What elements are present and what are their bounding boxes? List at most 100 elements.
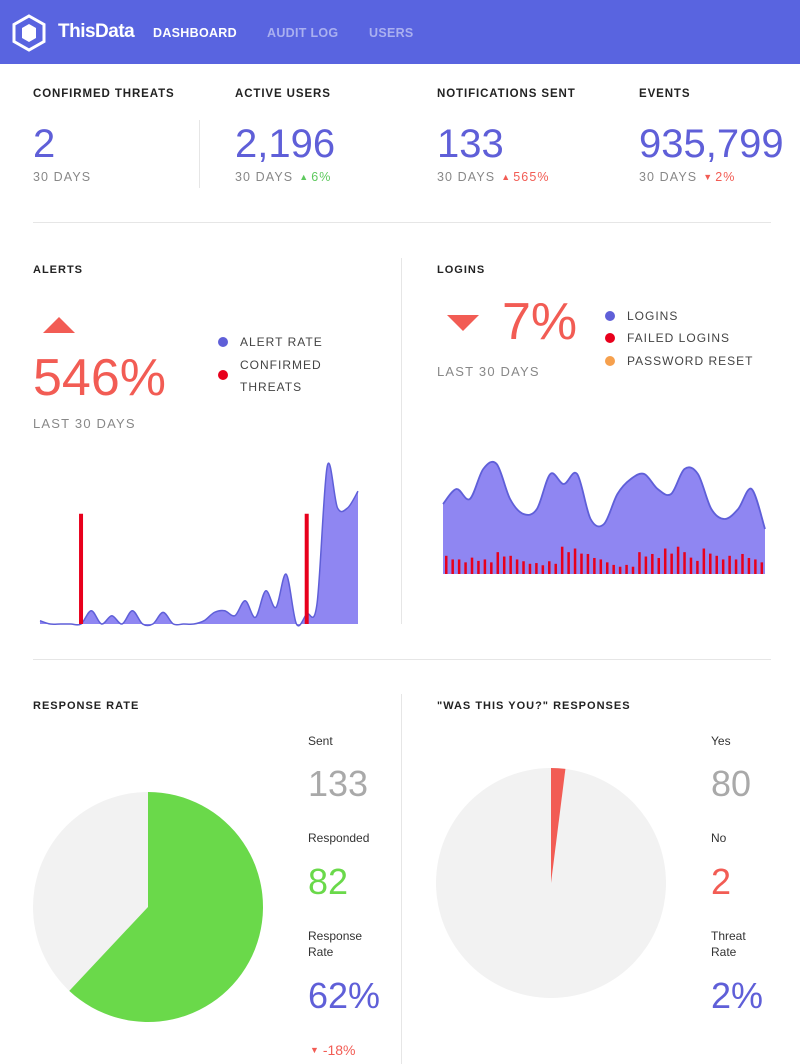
failed-logins-bar: [515, 559, 519, 574]
triangle-up-icon: ▲: [299, 172, 310, 182]
alert-rate-area: [40, 463, 358, 626]
active-users-value: 2,196: [235, 122, 336, 166]
failed-logins-bar: [618, 566, 622, 574]
threat-rate-label-1: Threat: [711, 929, 746, 943]
events-change: 2%: [715, 170, 736, 184]
active-users-period: 30 DAYS: [235, 170, 294, 184]
alerts-title: ALERTS: [33, 264, 83, 276]
alerts-change: 546%: [33, 349, 166, 407]
notifications-sent-change: 565%: [513, 170, 550, 184]
confirmed-threats-legend-label-2: THREATS: [240, 380, 303, 394]
logins-line: [442, 460, 766, 530]
failed-logins-bar: [696, 560, 699, 574]
failed-logins-bar: [676, 546, 680, 574]
failed-logins-bar: [567, 552, 570, 574]
stats-divider: [199, 120, 200, 188]
confirmed-threat-bar: [79, 513, 84, 624]
failed-logins-bar: [560, 546, 564, 574]
responded-label: Responded: [308, 831, 370, 845]
logins-period: LAST 30 DAYS: [437, 364, 540, 379]
failed-logins-bar: [483, 559, 487, 574]
failed-logins-bar: [554, 563, 557, 574]
failed-logins-bar: [721, 559, 725, 574]
no-label: No: [711, 831, 727, 845]
column-divider: [401, 258, 402, 624]
alert-rate-legend-dot: [218, 337, 228, 347]
notifications-sent-value: 133: [437, 122, 504, 166]
nav-audit-log[interactable]: AUDIT LOG: [267, 26, 339, 40]
failed-logins-bar: [522, 561, 525, 574]
failed-logins-bar: [644, 556, 648, 574]
failed-logins-bar: [586, 553, 590, 574]
alerts-triangle-up-icon: [43, 317, 75, 333]
failed-logins-bar: [657, 557, 661, 574]
events-value: 935,799: [639, 122, 784, 166]
failed-logins-bar: [754, 559, 757, 574]
failed-logins-bar: [573, 548, 577, 574]
failed-logins-bar: [502, 556, 506, 574]
password-reset-legend-dot: [605, 356, 615, 366]
failed-logins-bar: [528, 563, 532, 574]
yes-label: Yes: [711, 734, 731, 748]
triangle-up-icon: ▲: [501, 172, 512, 182]
alerts-period: LAST 30 DAYS: [33, 416, 136, 431]
no-slice: [551, 768, 566, 883]
failed-logins-bar: [670, 553, 673, 574]
failed-logins-bar: [496, 552, 500, 574]
nav-dashboard[interactable]: DASHBOARD: [153, 26, 237, 40]
brand-name[interactable]: ThisData: [58, 21, 135, 42]
logins-chart: [442, 460, 766, 574]
logins-triangle-down-icon: [447, 315, 479, 331]
logins-area: [443, 461, 765, 574]
failed-logins-bar: [457, 559, 461, 574]
sent-value: 133: [308, 763, 369, 804]
notifications-sent-sub: 30 DAYS ▲ 565%: [437, 170, 550, 184]
failed-logins-bar: [631, 566, 635, 574]
nav-users[interactable]: USERS: [369, 26, 414, 40]
failed-logins-bar: [702, 548, 706, 574]
responded-slice: [69, 792, 264, 1022]
notifications-sent-period: 30 DAYS: [437, 170, 496, 184]
column-divider: [401, 694, 402, 1064]
triangle-down-icon: ▼: [703, 172, 714, 182]
triangle-down-icon: ▼: [310, 1045, 319, 1055]
was-this-you-pie-chart: [436, 768, 666, 998]
section-divider: [33, 659, 771, 660]
failed-logins-bar: [663, 548, 667, 574]
response-rate-title: RESPONSE RATE: [33, 700, 140, 712]
confirmed-threats-legend-dot: [218, 370, 228, 380]
logins-legend-dot: [605, 311, 615, 321]
response-rate-label-1: Response: [308, 929, 363, 943]
section-divider: [33, 222, 771, 223]
no-value: 2: [711, 861, 732, 902]
failed-logins-bar: [709, 553, 712, 574]
confirmed-threats-label: CONFIRMED THREATS: [33, 88, 175, 100]
failed-logins-bar: [625, 564, 628, 574]
failed-logins-bar: [715, 555, 718, 574]
failed-logins-bar: [689, 557, 693, 574]
failed-logins-bar: [470, 557, 474, 574]
active-users-change: 6%: [311, 170, 332, 184]
threat-rate-value: 2%: [711, 975, 764, 1016]
failed-logins-bar: [541, 565, 545, 574]
failed-logins-bar: [638, 552, 641, 574]
failed-logins-bar: [451, 559, 454, 574]
events-sub: 30 DAYS ▼ 2%: [639, 170, 736, 184]
top-navigation-bar: ThisData DASHBOARD AUDIT LOG USERS: [0, 0, 800, 64]
confirmed-threat-bar: [304, 513, 309, 624]
alert-rate-line: [39, 462, 359, 627]
failed-logins-bar: [445, 555, 448, 574]
failed-logins-bar: [580, 553, 583, 574]
failed-logins-legend-dot: [605, 333, 615, 343]
logins-legend-label: LOGINS: [627, 309, 679, 323]
thisdata-logo-icon[interactable]: [11, 14, 47, 52]
was-this-you-title: "WAS THIS YOU?" RESPONSES: [437, 700, 631, 712]
events-period: 30 DAYS: [639, 170, 698, 184]
alerts-chart: [39, 462, 359, 627]
failed-logins-bar: [477, 560, 480, 574]
failed-logins-bar: [760, 562, 764, 574]
response-rate-pie-chart: [33, 792, 264, 1022]
active-users-sub: 30 DAYS ▲ 6%: [235, 170, 332, 184]
failed-logins-bar: [464, 562, 467, 574]
logins-change: 7%: [502, 293, 578, 351]
